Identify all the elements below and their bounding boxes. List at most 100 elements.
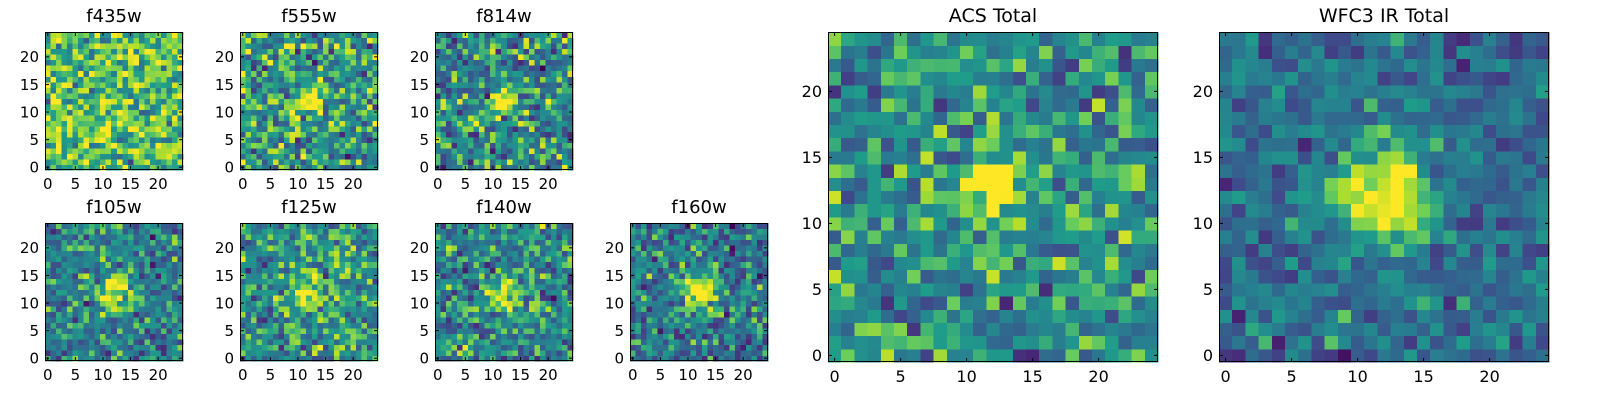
heatmap-cell [138,234,145,241]
heatmap-cell [144,267,151,274]
heatmap-cell [278,338,285,346]
heatmap-cell [473,103,480,110]
heatmap-cell [138,164,145,171]
heatmap-cell [72,278,79,285]
heatmap-cell [630,311,637,318]
heatmap-cell [506,294,513,301]
heatmap-cell [240,114,247,121]
heatmap-cell [512,37,519,44]
heatmap-cell [440,267,447,274]
heatmap-cell [999,243,1014,257]
heatmap-cell [701,250,708,257]
heatmap-cell [495,131,502,138]
heatmap-cell [440,245,447,252]
heatmap-cell [339,114,346,121]
heatmap-cell [317,305,324,312]
heatmap-cell [122,311,129,318]
heatmap-cell [712,245,719,252]
heatmap-cell [295,76,302,83]
heatmap-cell [144,283,151,290]
heatmap-cell [295,228,302,235]
heatmap-cell [550,37,558,44]
heatmap-cell [457,283,464,290]
heatmap-cell [440,250,447,257]
heatmap-cell [501,48,508,55]
heatmap-cell [339,278,346,285]
heatmap-cell [523,283,530,290]
heatmap-cell [523,153,530,160]
heatmap-cell [512,136,519,143]
heatmap-cell [317,37,324,44]
heatmap-cell [144,54,151,61]
heatmap-cell [177,48,184,55]
heatmap-cell [355,289,363,296]
heatmap-cell [674,245,681,252]
heatmap-cell [501,37,508,44]
heatmap-cell [133,245,140,252]
heatmap-cell [657,338,664,346]
heatmap-cell [94,283,101,290]
heatmap-cell [166,272,173,279]
heatmap-cell [740,250,747,257]
heatmap-cell [355,70,363,77]
heatmap-cell [56,37,63,44]
heatmap-cell [512,103,519,110]
heatmap-cell [550,355,558,362]
heatmap-cell [451,344,458,351]
heatmap-cell [1105,335,1119,350]
heatmap-cell [723,327,730,334]
heatmap-cell [999,164,1014,178]
heatmap-cell [105,355,112,362]
heatmap-cell [490,103,497,110]
heatmap-cell [251,54,258,61]
heatmap-cell [512,70,519,77]
heatmap-cell [144,305,151,312]
heatmap-cell [127,344,134,351]
heatmap-cell [256,109,263,116]
heatmap-cell [333,272,340,279]
heatmap-cell [1026,177,1040,191]
x-tick-label: 5 [656,366,666,384]
heatmap-cell [133,338,140,346]
heatmap-cell [446,234,453,241]
heatmap-cell [490,289,497,296]
heatmap-cell [83,338,90,346]
heatmap-cell [828,348,842,363]
heatmap-cell [479,245,486,252]
heatmap-cell [986,296,1001,310]
heatmap-cell [278,98,285,105]
heatmap-cell [646,294,653,301]
heatmap-cell [663,223,670,230]
heatmap-cell [512,300,519,307]
heatmap-cell [116,98,123,105]
heatmap-cell [973,282,987,297]
heatmap-cell [56,349,63,357]
heatmap-cell [149,147,156,155]
heatmap-cell [251,109,258,116]
heatmap-cell [512,125,519,132]
heatmap-cell [78,103,85,110]
heatmap-cell [545,256,552,263]
heatmap-cell [56,256,63,263]
heatmap-cell [267,278,274,285]
heatmap-cell [67,322,74,329]
heatmap-cell [333,327,340,334]
heatmap-cell [105,158,112,166]
heatmap-cell [1118,164,1133,178]
heatmap-cell [133,109,140,116]
heatmap-cell [122,81,129,88]
heatmap-cell [295,267,302,274]
heatmap-cell [166,261,173,268]
heatmap-cell [83,261,90,268]
heatmap-cell [350,125,357,132]
heatmap-cell [300,109,307,116]
y-tick-label: 0 [419,159,429,177]
heatmap-cell [462,333,469,340]
heatmap-cell [539,147,546,155]
heatmap-cell [94,305,101,312]
heatmap-cell [539,327,546,334]
heatmap-cell [317,109,324,116]
heatmap-cell [512,278,519,285]
heatmap-cell [1052,269,1067,284]
heatmap-cell [355,109,363,116]
